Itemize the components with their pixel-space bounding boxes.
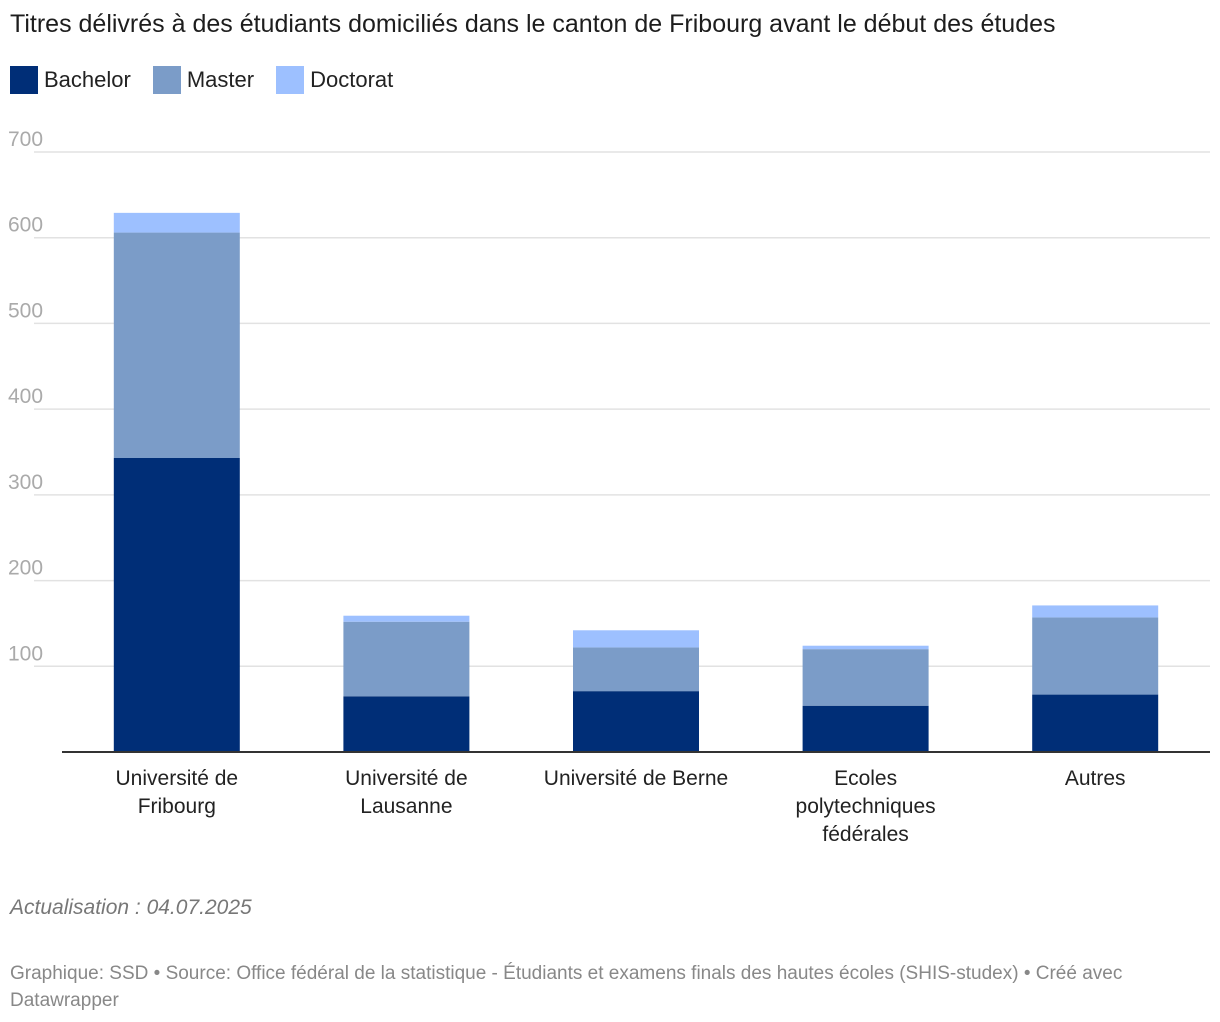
- y-axis-ticks: 100 200 300 400 500 600 700: [8, 128, 43, 665]
- bar-segment-bachelor-2: [343, 696, 470, 752]
- y-tick-label: 700: [8, 128, 43, 151]
- bar-segment-master-3: [573, 647, 699, 692]
- y-tick-label: 500: [8, 299, 43, 322]
- x-category-label: Fribourg: [138, 795, 216, 818]
- bars: [113, 212, 1159, 752]
- x-category-label: polytechniques: [796, 795, 936, 818]
- bar-segment-master-4: [802, 649, 929, 706]
- bar-segment-master-5: [1032, 617, 1159, 695]
- x-category-label: Université de: [116, 767, 239, 790]
- bar-segment-doctorat-4: [802, 645, 929, 650]
- y-tick-label: 100: [8, 642, 43, 665]
- bar-segment-doctorat-3: [573, 630, 699, 648]
- y-tick-label: 200: [8, 557, 43, 580]
- bar-segment-doctorat-2: [343, 615, 470, 622]
- bar-segment-master-1: [113, 232, 240, 458]
- legend-label-doctorat: Doctorat: [310, 67, 394, 92]
- chart-legend: Bachelor Master Doctorat: [10, 66, 415, 94]
- legend-swatch-master: [152, 66, 181, 94]
- chart-title: Titres délivrés à des étudiants domicili…: [10, 10, 1056, 38]
- y-tick-label: 300: [8, 471, 43, 494]
- bar-segment-doctorat-1: [113, 212, 240, 233]
- legend-item-bachelor: Bachelor: [10, 66, 131, 94]
- x-category-label: Lausanne: [360, 795, 452, 818]
- bar-segment-bachelor-3: [573, 691, 699, 752]
- legend-item-master: Master: [152, 66, 255, 94]
- legend-item-doctorat: Doctorat: [276, 66, 393, 94]
- y-tick-label: 600: [8, 214, 43, 237]
- bar-segment-master-2: [343, 621, 470, 697]
- x-category-label: Université de: [345, 767, 468, 790]
- legend-label-master: Master: [186, 67, 255, 92]
- legend-label-bachelor: Bachelor: [44, 67, 131, 92]
- x-category-label: Université de Berne: [544, 767, 728, 790]
- bar-segment-bachelor-4: [802, 705, 929, 752]
- bar-segment-bachelor-5: [1032, 694, 1159, 752]
- y-tick-label: 400: [8, 385, 43, 408]
- x-axis-categories: Université de Fribourg Université de Lausan…: [116, 767, 1126, 846]
- x-category-label: fédérales: [822, 823, 908, 846]
- bar-segment-bachelor-1: [113, 458, 240, 752]
- x-category-label: Autres: [1065, 767, 1126, 790]
- source-footer: Graphique: SSD • Source: Office fédéral …: [10, 963, 1123, 1011]
- bar-segment-doctorat-5: [1032, 605, 1159, 618]
- legend-swatch-bachelor: [10, 66, 38, 94]
- update-note: Actualisation : 04.07.2025: [10, 896, 252, 919]
- x-category-label: Ecoles: [834, 767, 897, 790]
- stacked-bar-chart: 100 200 300 400 500 600 700 Université de Fribo…: [8, 128, 1210, 846]
- legend-swatch-doctorat: [276, 66, 305, 94]
